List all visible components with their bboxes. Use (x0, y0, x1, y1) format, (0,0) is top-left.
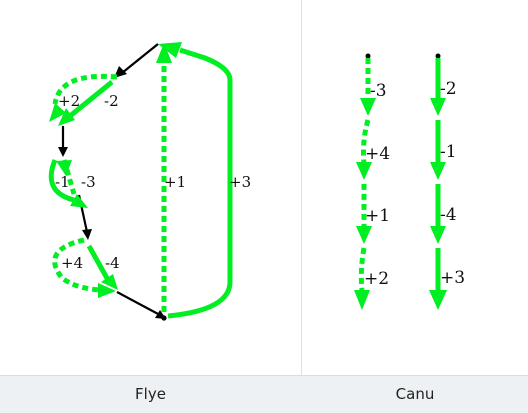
flye-labels: +2 -2 -1 -3 +1 +3 +4 -4 (55, 92, 251, 272)
canu-right-labels: -2 -1 -4 +3 (440, 79, 465, 288)
canu-left-edge-2 (361, 119, 371, 165)
canu-left-label-3: +1 (365, 206, 390, 226)
canu-left-arrowheads (354, 98, 376, 310)
flye-label-minus1: -1 (55, 173, 70, 191)
canu-left-label-4: +2 (364, 269, 389, 289)
canu-left-label-1: -3 (370, 81, 387, 101)
flye-minus3-arrow (56, 160, 72, 176)
canu-right-arrow-2 (430, 162, 446, 180)
flye-edge-plus3 (167, 47, 233, 319)
canu-right-arrow-3 (430, 226, 446, 244)
canu-left-start-node (365, 53, 371, 59)
flye-panel: +2 -2 -1 -3 +1 +3 +4 -4 (48, 42, 251, 321)
flye-edge-minus4 (86, 244, 111, 282)
flye-link-lower (116, 291, 161, 316)
canu-right-label-1: -2 (440, 79, 457, 99)
flye-edge-plus2 (52, 73, 118, 105)
flye-label-plus1: +1 (164, 173, 186, 191)
panel-divider (301, 0, 302, 412)
canu-left-edge-4 (358, 247, 367, 291)
caption-bar: Flye Canu (0, 375, 528, 413)
flye-edge-minus2 (68, 80, 114, 118)
flye-plus3-arrow (158, 42, 182, 58)
canu-graph: -3 +4 +1 +2 -2 -1 -4 (354, 53, 465, 310)
canu-left-labels: -3 +4 +1 +2 (364, 81, 390, 289)
flye-label-plus2: +2 (58, 92, 80, 110)
flye-plus1-arrow (156, 43, 172, 63)
canu-panel: -3 +4 +1 +2 -2 -1 -4 (302, 0, 528, 375)
canu-right-label-2: -1 (440, 142, 457, 162)
canu-right-arrow-1 (430, 98, 446, 116)
canu-left-label-2: +4 (365, 144, 390, 164)
canu-left-arrow-4 (354, 290, 370, 310)
canu-right-arrow-4 (429, 290, 447, 310)
canu-right-label-3: -4 (440, 205, 457, 225)
flye-graph: +2 -2 -1 -3 +1 +3 +4 -4 (48, 42, 251, 321)
flye-plus2-arrow (49, 103, 66, 122)
canu-left-arrow-1 (360, 98, 376, 116)
canu-right-start-node (435, 53, 441, 59)
flye-label-plus3: +3 (229, 173, 251, 191)
canu-caption: Canu (395, 385, 435, 403)
canu-left-arrow-3 (356, 226, 372, 244)
flye-label-minus4: -4 (105, 254, 120, 272)
flye-caption: Flye (135, 385, 166, 403)
flye-green-edges (48, 47, 233, 319)
flye-green-arrowheads (49, 42, 182, 298)
flye-label-plus4: +4 (61, 254, 83, 272)
flye-label-minus2: -2 (104, 92, 119, 110)
flye-minus2-arrow (58, 108, 75, 126)
flye-edge-minus1 (48, 159, 75, 203)
flye-link-top-arrow (114, 66, 127, 78)
flye-node (161, 315, 167, 321)
flye-minus4-arrow (101, 274, 118, 290)
flye-edge-plus4 (52, 237, 107, 293)
flye-link-upper-left-arrow (58, 147, 68, 157)
flye-link-middle-arrow (82, 229, 92, 240)
flye-link-top (121, 43, 159, 74)
flye-label-minus3: -3 (81, 173, 96, 191)
flye-plus4-arrow (98, 283, 116, 298)
canu-left-arrow-2 (356, 162, 372, 180)
canu-right-label-4: +3 (440, 268, 465, 288)
canu-left-edges (358, 58, 371, 291)
flye-minus1-arrow (70, 194, 88, 208)
canu-right-arrowheads (429, 98, 447, 310)
